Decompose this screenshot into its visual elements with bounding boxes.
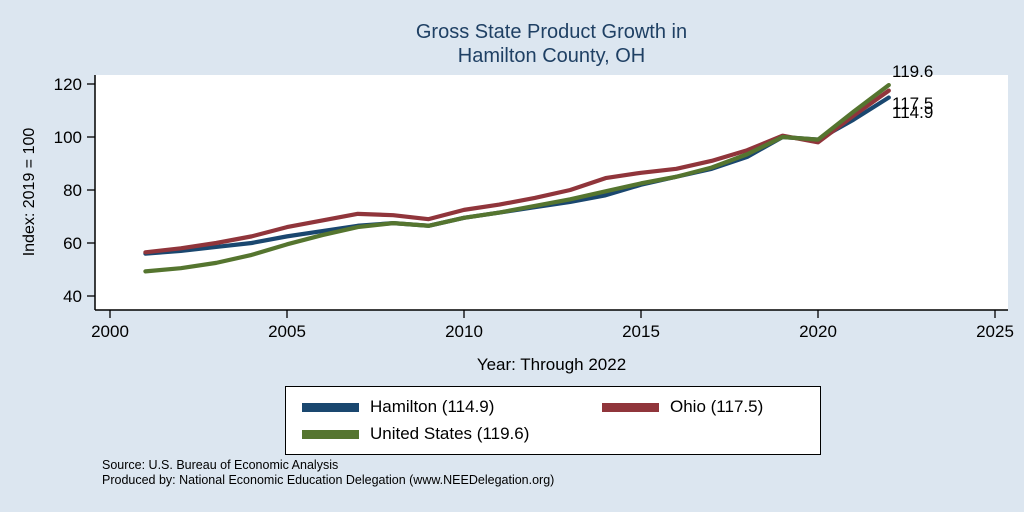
svg-text:2005: 2005 bbox=[268, 322, 306, 341]
legend-swatch-hamilton bbox=[302, 402, 359, 412]
svg-text:2020: 2020 bbox=[799, 322, 837, 341]
svg-text:2000: 2000 bbox=[91, 322, 129, 341]
legend-label-ohio: Ohio (117.5) bbox=[670, 397, 764, 416]
legend-item-ohio: Ohio (117.5) bbox=[602, 397, 810, 417]
chart-title: Gross State Product Growth in Hamilton C… bbox=[95, 20, 1008, 68]
legend-item-hamilton: Hamilton (114.9) bbox=[302, 397, 602, 417]
legend-swatch-united-states bbox=[302, 429, 359, 439]
svg-text:100: 100 bbox=[54, 128, 82, 147]
x-axis-label: Year: Through 2022 bbox=[476, 355, 627, 374]
legend-item-united-states: United States (119.6) bbox=[302, 424, 602, 444]
legend-label-hamilton: Hamilton (114.9) bbox=[370, 397, 495, 416]
chart-title-line1: Gross State Product Growth in bbox=[415, 21, 688, 43]
footer: Source: U.S. Bureau of Economic Analysis… bbox=[102, 458, 554, 488]
end-label-united-states: 119.6 bbox=[892, 62, 934, 81]
footer-source: Source: U.S. Bureau of Economic Analysis bbox=[102, 458, 339, 472]
svg-text:2010: 2010 bbox=[445, 322, 483, 341]
end-label-ohio: 117.5 bbox=[892, 94, 934, 113]
legend-label-united-states: United States (119.6) bbox=[370, 424, 530, 443]
end-label-hamilton: 114.9 bbox=[892, 103, 934, 122]
footer-produced: Produced by: National Economic Education… bbox=[102, 473, 555, 487]
legend-swatch-ohio bbox=[602, 402, 659, 412]
svg-text:2025: 2025 bbox=[976, 322, 1014, 341]
y-axis-label: Index: 2019 = 100 bbox=[21, 127, 38, 257]
svg-text:80: 80 bbox=[63, 181, 82, 200]
legend: Hamilton (114.9) Ohio (117.5) United Sta… bbox=[285, 386, 821, 455]
svg-text:120: 120 bbox=[54, 75, 82, 94]
svg-text:2015: 2015 bbox=[622, 322, 660, 341]
chart-title-line2: Hamilton County, OH bbox=[457, 45, 646, 67]
svg-text:40: 40 bbox=[63, 287, 82, 306]
svg-text:60: 60 bbox=[63, 234, 82, 253]
